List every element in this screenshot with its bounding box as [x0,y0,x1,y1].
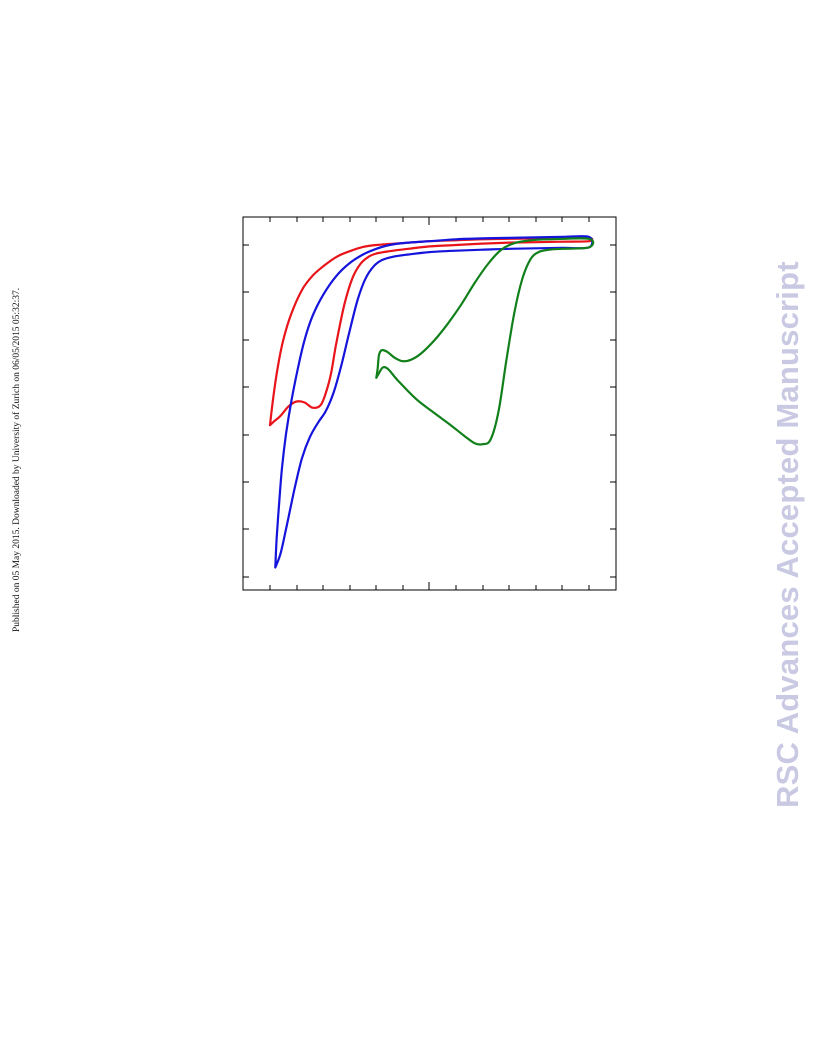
series-line-green [375,237,595,446]
plot-frame [242,216,617,591]
series-layer [268,235,595,569]
series-line-red [268,236,594,427]
axis-ticks [243,217,616,590]
